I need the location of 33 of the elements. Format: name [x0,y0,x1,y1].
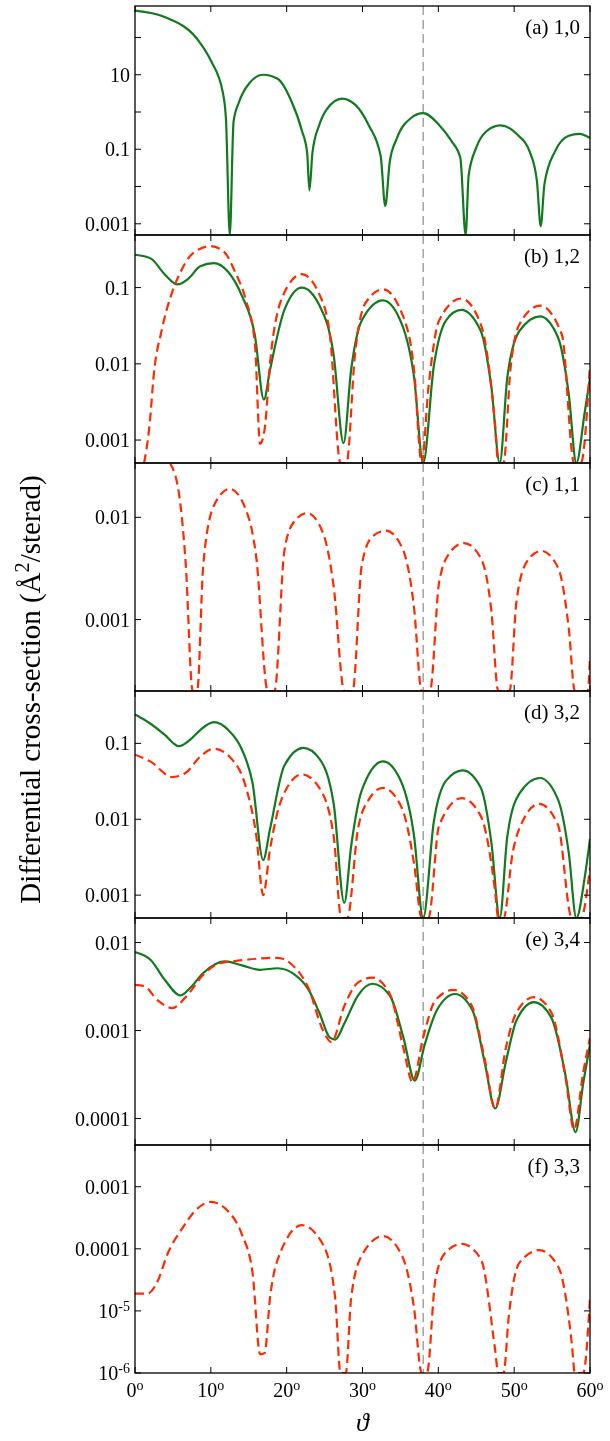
y-tick-label: 10 [110,63,130,86]
y-tick-label: 0.01 [95,931,130,954]
y-tick-label: 0.001 [85,429,130,452]
y-tick-label: 0.001 [85,212,130,235]
x-axis-title: ϑ [356,1408,371,1437]
chart-title: (b) 1,2 [524,244,580,268]
line-series [135,1200,590,1373]
y-tick-label: 0.0001 [75,1107,130,1130]
y-tick-label: 0.001 [85,608,130,631]
chart-title: (d) 3,2 [524,700,580,724]
y-tick-label: 0.001 [85,1019,130,1042]
line-series [135,9,590,235]
y-tick-label: 10$^{-5}$ [98,1298,130,1322]
y-tick-label: 0.1 [105,276,130,299]
chart-title: (c) 1,1 [525,472,580,496]
y-tick-label: 0.01 [95,352,130,375]
y-tick-label: 0.0001 [75,1237,130,1260]
x-tick-label: 60$^{o}$ [576,1377,604,1401]
line-series [135,747,590,918]
y-tick-label: 0.01 [95,506,130,529]
chart-title: (e) 3,4 [525,927,581,951]
x-tick-label: 20$^{o}$ [273,1377,301,1401]
y-tick-label: 0.1 [105,138,130,161]
x-tick-label: 50$^{o}$ [500,1377,528,1401]
x-tick-label: 30$^{o}$ [349,1377,376,1401]
y-tick-label: 0.01 [95,808,130,831]
y-tick-label: 0.001 [85,1175,130,1198]
x-tick-label: 10$^{o}$ [197,1377,225,1401]
text: (f) 3,3 [527,1154,580,1178]
y-tick-label: 0.001 [85,884,130,907]
x-tick-label: 40$^{o}$ [424,1377,452,1401]
chart-title: (a) 1,0 [525,15,580,39]
y-tick-label: 0.1 [105,732,130,755]
